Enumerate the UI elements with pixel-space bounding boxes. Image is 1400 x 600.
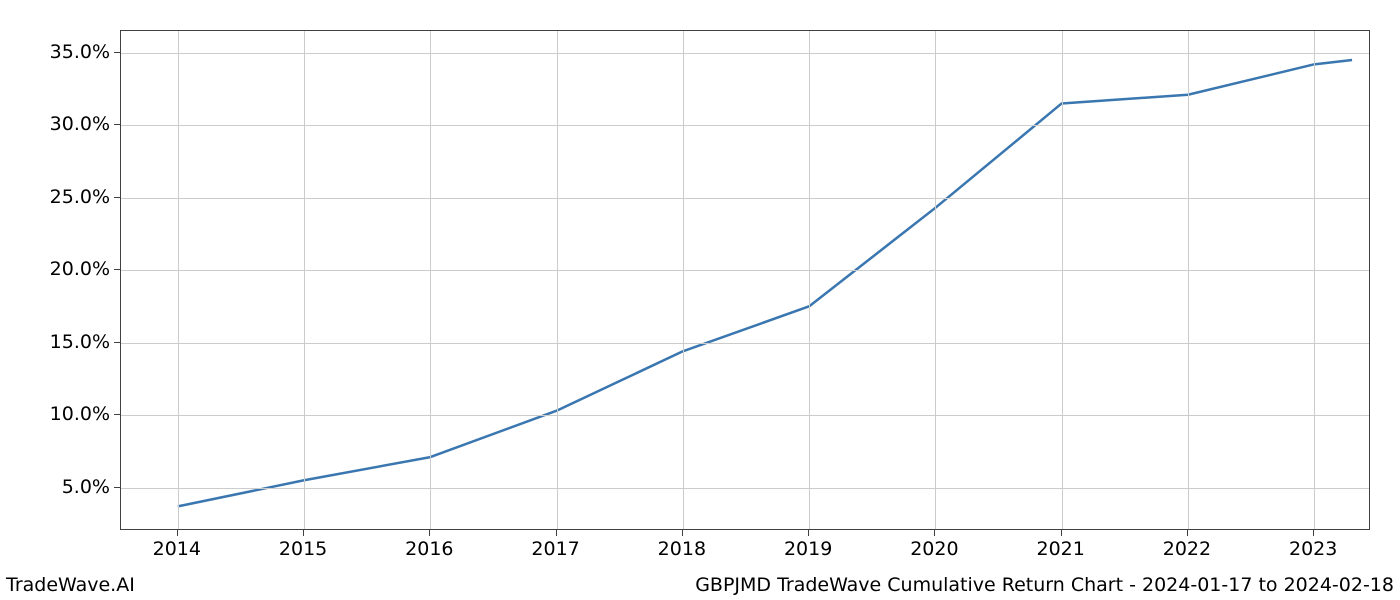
x-tick <box>429 530 430 536</box>
gridline-vertical <box>557 31 558 529</box>
x-tick <box>1187 530 1188 536</box>
x-tick-label: 2019 <box>784 538 832 560</box>
x-tick-label: 2014 <box>153 538 201 560</box>
gridline-horizontal <box>121 270 1369 271</box>
x-tick <box>808 530 809 536</box>
y-tick-label: 35.0% <box>50 41 110 63</box>
y-tick <box>114 124 120 125</box>
gridline-horizontal <box>121 415 1369 416</box>
y-tick-label: 20.0% <box>50 258 110 280</box>
gridline-vertical <box>304 31 305 529</box>
y-tick-label: 10.0% <box>50 403 110 425</box>
x-tick-label: 2022 <box>1163 538 1211 560</box>
y-tick <box>114 342 120 343</box>
y-tick-label: 30.0% <box>50 113 110 135</box>
x-tick <box>177 530 178 536</box>
y-tick <box>114 197 120 198</box>
x-tick <box>1061 530 1062 536</box>
return-line <box>178 60 1352 506</box>
plot-area <box>120 30 1370 530</box>
line-series <box>121 31 1371 531</box>
x-tick-label: 2017 <box>531 538 579 560</box>
y-tick <box>114 269 120 270</box>
x-tick <box>1313 530 1314 536</box>
chart-container: TradeWave.AI GBPJMD TradeWave Cumulative… <box>0 0 1400 600</box>
y-tick-label: 5.0% <box>62 476 110 498</box>
y-tick <box>114 414 120 415</box>
y-tick-label: 25.0% <box>50 186 110 208</box>
gridline-horizontal <box>121 125 1369 126</box>
x-tick-label: 2021 <box>1036 538 1084 560</box>
x-tick <box>682 530 683 536</box>
footer-right-label: GBPJMD TradeWave Cumulative Return Chart… <box>695 574 1394 596</box>
gridline-vertical <box>1314 31 1315 529</box>
gridline-vertical <box>1188 31 1189 529</box>
y-tick <box>114 52 120 53</box>
gridline-vertical <box>683 31 684 529</box>
gridline-vertical <box>430 31 431 529</box>
x-tick-label: 2023 <box>1289 538 1337 560</box>
gridline-vertical <box>809 31 810 529</box>
gridline-horizontal <box>121 343 1369 344</box>
y-tick-label: 15.0% <box>50 331 110 353</box>
gridline-horizontal <box>121 53 1369 54</box>
footer-left-label: TradeWave.AI <box>6 574 135 596</box>
x-tick <box>303 530 304 536</box>
gridline-horizontal <box>121 488 1369 489</box>
x-tick-label: 2020 <box>910 538 958 560</box>
x-tick-label: 2018 <box>658 538 706 560</box>
x-tick <box>934 530 935 536</box>
gridline-vertical <box>1062 31 1063 529</box>
x-tick-label: 2016 <box>405 538 453 560</box>
gridline-vertical <box>178 31 179 529</box>
x-tick-label: 2015 <box>279 538 327 560</box>
x-tick <box>556 530 557 536</box>
gridline-horizontal <box>121 198 1369 199</box>
gridline-vertical <box>935 31 936 529</box>
y-tick <box>114 487 120 488</box>
